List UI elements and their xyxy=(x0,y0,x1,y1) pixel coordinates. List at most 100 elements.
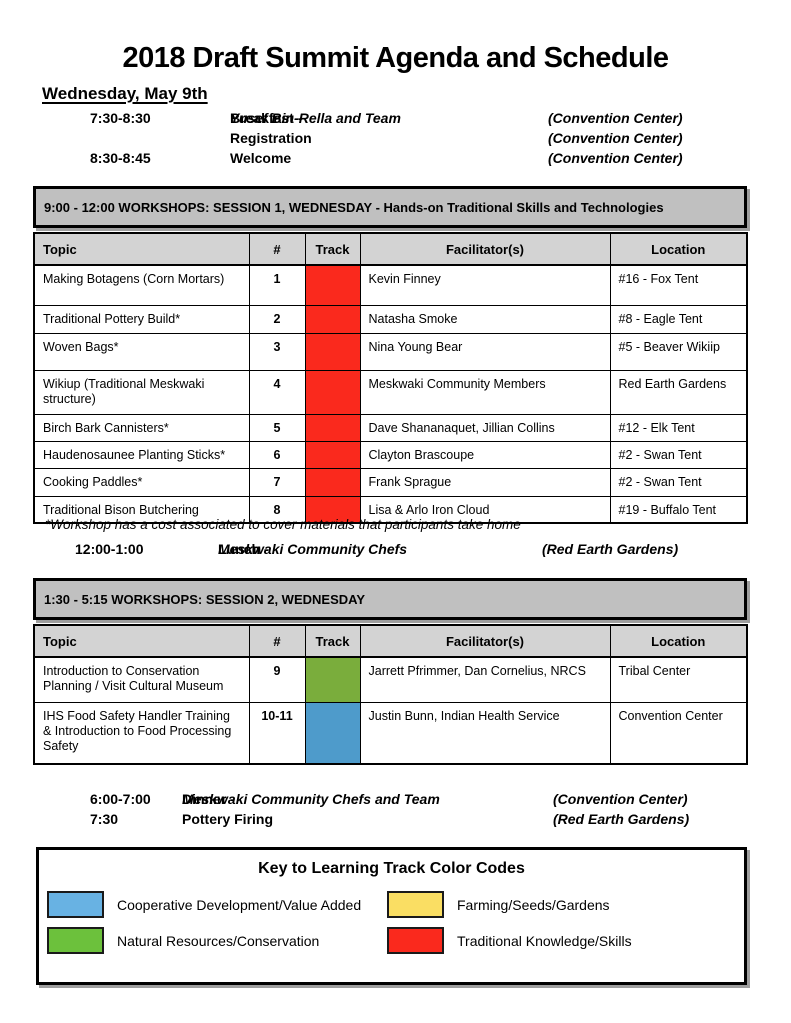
workshop-number-cell: 3 xyxy=(248,332,306,371)
track-color-cell xyxy=(304,495,361,524)
session2-table: Topic # Track Facilitator(s) Location In… xyxy=(33,624,748,765)
topic-cell: Introduction to Conservation Planning / … xyxy=(33,656,250,703)
schedule-label-text: Welcome xyxy=(230,150,292,166)
track-color-cell xyxy=(304,656,361,703)
topic-cell: Traditional Bison Butchering xyxy=(33,495,250,524)
facilitators-cell: Natasha Smoke xyxy=(359,304,611,334)
schedule-location: (Convention Center) xyxy=(548,130,683,146)
legend-color-swatch xyxy=(47,927,104,954)
location-cell: #8 - Eagle Tent xyxy=(609,304,748,334)
schedule-time: 7:30-8:30 xyxy=(90,110,151,126)
track-color-cell xyxy=(304,701,361,765)
track-color-cell xyxy=(304,440,361,469)
column-header-facilitators: Facilitator(s) xyxy=(359,232,611,266)
topic-cell: Woven Bags* xyxy=(33,332,250,371)
topic-cell: Haudenosaunee Planting Sticks* xyxy=(33,440,250,469)
session1-table: Topic # Track Facilitator(s) Location Ma… xyxy=(33,232,748,524)
schedule-label-text: Breakfast - xyxy=(230,110,303,126)
workshop-number-cell: 9 xyxy=(248,656,306,703)
workshop-cost-footnote: *Workshop has a cost associated to cover… xyxy=(45,517,521,532)
track-color-cell xyxy=(304,332,361,371)
schedule-location: (Convention Center) xyxy=(548,150,683,166)
location-cell: #12 - Elk Tent xyxy=(609,413,748,442)
facilitators-cell: Lisa & Arlo Iron Cloud xyxy=(359,495,611,524)
schedule-time: 7:30 xyxy=(90,811,119,827)
learning-track-key-box: Key to Learning Track Color Codes Cooper… xyxy=(36,847,747,985)
lunch-location: (Red Earth Gardens) xyxy=(542,541,679,557)
location-cell: Tribal Center xyxy=(609,656,748,703)
schedule-location: (Convention Center) xyxy=(548,110,683,126)
track-color-cell xyxy=(304,467,361,497)
workshop-number-cell: 2 xyxy=(248,304,306,334)
schedule-line: 7:30-8:30 Breakfast - Yusef Bin-Rella and… xyxy=(0,110,791,130)
location-cell: Red Earth Gardens xyxy=(609,369,748,415)
track-color-cell xyxy=(304,369,361,415)
workshop-number-cell: 4 xyxy=(248,369,306,415)
lunch-label-detail: Meskwaki Community Chefs xyxy=(218,541,408,557)
location-cell: #2 - Swan Tent xyxy=(609,467,748,497)
schedule-label-detail: Yusef Bin-Rella and Team xyxy=(230,110,401,126)
schedule-time: 8:30-8:45 xyxy=(90,150,151,166)
lunch-time: 12:00-1:00 xyxy=(75,541,144,557)
schedule-label-text: Registration xyxy=(230,130,312,146)
legend-color-swatch xyxy=(387,891,444,918)
facilitators-cell: Frank Sprague xyxy=(359,467,611,497)
column-header-number: # xyxy=(248,624,306,658)
workshop-row: Cooking Paddles* 7 Frank Sprague #2 - Swan … xyxy=(33,467,748,497)
topic-cell: Making Botagens (Corn Mortars) xyxy=(33,264,250,306)
column-header-location: Location xyxy=(609,232,748,266)
schedule-location: (Red Earth Gardens) xyxy=(553,811,690,827)
location-cell: #16 - Fox Tent xyxy=(609,264,748,306)
facilitators-cell: Nina Young Bear xyxy=(359,332,611,371)
column-header-track: Track xyxy=(304,624,361,658)
session2-header-band: 1:30 - 5:15 WORKSHOPS: SESSION 2, WEDNES… xyxy=(33,578,747,620)
workshop-number-cell: 10-11 xyxy=(248,701,306,765)
schedule-label-text: Pottery Firing xyxy=(182,811,274,827)
legend-label: Natural Resources/Conservation xyxy=(117,933,320,949)
workshop-row: IHS Food Safety Handler Training & Intro… xyxy=(33,701,748,765)
workshop-number-cell: 1 xyxy=(248,264,306,306)
column-header-number: # xyxy=(248,232,306,266)
column-header-facilitators: Facilitator(s) xyxy=(359,624,611,658)
schedule-line: 6:00-7:00 Dinner - Meskwaki Community Che… xyxy=(0,791,791,811)
topic-cell: IHS Food Safety Handler Training & Intro… xyxy=(33,701,250,765)
day-heading: Wednesday, May 9th xyxy=(42,84,208,103)
workshop-row: Haudenosaunee Planting Sticks* 6 Clayton B… xyxy=(33,440,748,469)
topic-cell: Traditional Pottery Build* xyxy=(33,304,250,334)
legend-color-swatch xyxy=(47,891,104,918)
schedule-time: 6:00-7:00 xyxy=(90,791,151,807)
track-color-cell xyxy=(304,264,361,306)
workshop-row: Introduction to Conservation Planning / … xyxy=(33,656,748,703)
column-header-location: Location xyxy=(609,624,748,658)
workshop-number-cell: 8 xyxy=(248,495,306,524)
schedule-location: (Convention Center) xyxy=(553,791,688,807)
workshop-row: Traditional Bison Butchering 8 Lisa & Arlo… xyxy=(33,495,748,524)
location-cell: Convention Center xyxy=(609,701,748,765)
workshop-row: Traditional Pottery Build* 2 Natasha Smoke… xyxy=(33,304,748,334)
workshop-row: Making Botagens (Corn Mortars) 1 Kevin Fin… xyxy=(33,264,748,306)
session2-header-text: 1:30 - 5:15 WORKSHOPS: SESSION 2, WEDNES… xyxy=(44,591,365,607)
topic-cell: Cooking Paddles* xyxy=(33,467,250,497)
workshop-number-cell: 7 xyxy=(248,467,306,497)
legend-color-swatch xyxy=(387,927,444,954)
workshop-number-cell: 6 xyxy=(248,440,306,469)
facilitators-cell: Meskwaki Community Members xyxy=(359,369,611,415)
lunch-label-text: Lunch - xyxy=(218,541,269,557)
key-title: Key to Learning Track Color Codes xyxy=(258,860,525,877)
workshop-number-cell: 5 xyxy=(248,413,306,442)
topic-cell: Birch Bark Cannisters* xyxy=(33,413,250,442)
facilitators-cell: Jarrett Pfrimmer, Dan Cornelius, NRCS xyxy=(359,656,611,703)
workshop-row: Wikiup (Traditional Meskwaki structure) 4… xyxy=(33,369,748,415)
page-title: 2018 Draft Summit Agenda and Schedule xyxy=(122,42,669,74)
track-color-cell xyxy=(304,413,361,442)
session1-header-band: 9:00 - 12:00 WORKSHOPS: SESSION 1, WEDNE… xyxy=(33,186,747,228)
schedule-label-detail: Meskwaki Community Chefs and Team xyxy=(182,791,440,807)
facilitators-cell: Dave Shananaquet, Jillian Collins xyxy=(359,413,611,442)
facilitators-cell: Justin Bunn, Indian Health Service xyxy=(359,701,611,765)
table-header-row: Topic # Track Facilitator(s) Location xyxy=(33,232,748,266)
column-header-track: Track xyxy=(304,232,361,266)
schedule-line: 8:30-8:45 Welcome (Convention Center) xyxy=(0,150,791,170)
evening-schedule-block: 6:00-7:00 Dinner - Meskwaki Community Che… xyxy=(0,791,791,831)
table-header-row: Topic # Track Facilitator(s) Location xyxy=(33,624,748,658)
